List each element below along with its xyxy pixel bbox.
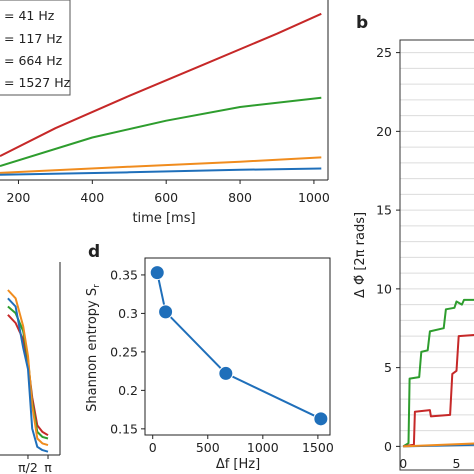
panel-a: 200 400 600 800 1000 time [ms] = 41 Hz = 117… [0,0,330,226]
panel-d-y-tick-label-4: 0.35 [110,267,138,282]
panel-d-x-label: Δf [Hz] [216,457,260,472]
panel-d-x-tick-label-1: 500 [196,440,220,455]
panel-d-y-label: Shannon entropy Sr [85,284,102,412]
panel-d-marks [150,266,328,426]
panel-a-x-ticks: 200 400 600 800 1000 [7,180,330,205]
panel-b-x-tick-label-0: 0 [399,456,407,471]
panel-d-point-2 [219,366,233,380]
panel-d-connecting-line [157,273,321,419]
panel-d-y-tick-label-2: 0.25 [110,344,138,359]
panel-a-x-label: time [ms] [132,211,195,226]
panel-d-y-label-main: Shannon entropy S [85,288,100,412]
panel-a-x-tick-label-1: 400 [80,190,104,205]
panel-d-x-tick-label-3: 1500 [302,440,334,455]
panel-b-y-tick-label-1: 5 [384,360,392,375]
panel-b-y-label: Δ Φ̃ [2π rads] [353,212,368,298]
panel-d-point-1 [159,305,173,319]
panel-d: d 0.15 0.2 0.25 0.3 0.35 0 500 1000 1500 Δf [Hz… [85,242,334,472]
panel-d-y-tick-label-1: 0.2 [118,383,138,398]
panel-b-y-tick-label-0: 0 [384,439,392,454]
panel-a-x-tick-label-0: 200 [7,190,31,205]
panel-a-x-tick-label-3: 800 [228,190,252,205]
panel-d-y-tick-label-0: 0.15 [110,421,138,436]
panel-b-lines [403,300,474,447]
legend-entry-117hz: = 117 Hz [4,31,63,46]
panel-d-point-3 [314,412,328,426]
panel-c-x-tick-label-0: π/2 [18,460,38,474]
panel-b-series-line-1 [403,335,474,447]
panel-c-x-ticks: π/2 π [18,455,52,474]
panel-a-x-tick-label-4: 1000 [298,190,330,205]
panel-d-x-tick-label-2: 1000 [247,440,279,455]
panel-c: π/2 π [0,262,60,474]
legend-entry-41hz: = 41 Hz [4,8,55,23]
panel-d-point-0 [150,266,164,280]
panel-b-y-tick-label-5: 25 [376,45,392,60]
panel-a-series-line-3 [0,169,321,175]
panel-a-x-tick-label-2: 600 [154,190,178,205]
panel-d-letter: d [88,242,100,262]
panel-d-x-tick-label-0: 0 [149,440,157,455]
panel-d-y-tick-label-3: 0.3 [118,306,138,321]
panel-b-y-tick-label-2: 10 [376,281,392,296]
panel-c-lines [8,290,48,452]
panel-a-series-line-2 [0,157,321,173]
panel-b-y-tick-label-4: 20 [376,124,392,139]
panel-b-letter: b [356,13,368,33]
panel-b-gridlines [400,53,474,447]
panel-b-y-ticks: 0 5 10 15 20 25 [376,45,400,454]
panel-d-axes-frame [145,258,330,435]
panel-d-x-ticks: 0 500 1000 1500 [149,435,334,455]
legend-entry-1527hz: = 1527 Hz [4,75,71,90]
panel-b-axes-frame [400,40,474,470]
legend-entry-664hz: = 664 Hz [4,53,63,68]
panel-d-y-ticks: 0.15 0.2 0.25 0.3 0.35 [110,267,145,436]
panel-d-y-label-sub: r [92,284,102,288]
panel-c-x-tick-label-1: π [44,460,52,474]
panel-b-y-tick-label-3: 15 [376,203,392,218]
panel-b-x-tick-label-1: 5 [453,456,461,471]
